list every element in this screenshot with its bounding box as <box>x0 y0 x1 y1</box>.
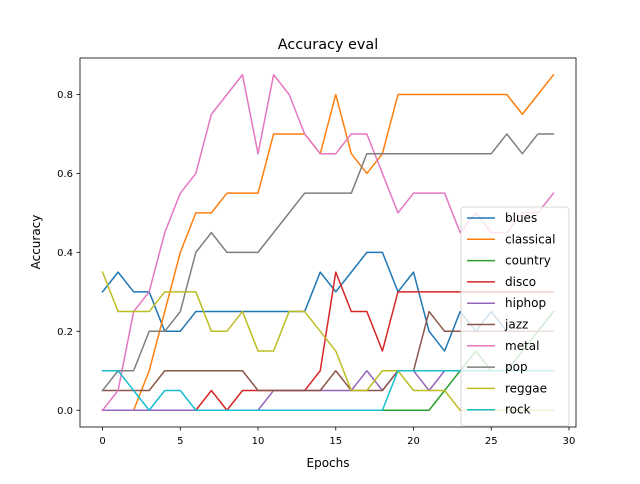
y-tick-label: 0.0 <box>57 406 73 417</box>
x-axis-label: Epochs <box>307 456 350 470</box>
legend-label-blues: blues <box>505 211 537 225</box>
x-tick-label: 0 <box>99 436 105 447</box>
legend-label-reggae: reggae <box>505 381 547 395</box>
x-tick-label: 25 <box>485 436 498 447</box>
legend-label-country: country <box>505 254 551 268</box>
series-line-pop <box>101 133 555 392</box>
x-tick-label: 5 <box>177 436 183 447</box>
legend: blues classical country disco hiphop jazz meta… <box>460 206 570 427</box>
y-axis-label: Accuracy <box>29 215 43 270</box>
chart-title: Accuracy eval <box>278 37 378 53</box>
x-tick-label: 30 <box>563 436 576 447</box>
legend-label-rock: rock <box>505 403 531 417</box>
y-tick-label: 0.4 <box>57 248 73 259</box>
legend-label-disco: disco <box>505 275 536 289</box>
y-tick-label: 0.6 <box>57 169 73 180</box>
legend-label-pop: pop <box>505 360 528 374</box>
x-tick-label: 15 <box>329 436 342 447</box>
legend-box <box>460 206 570 427</box>
axes-frame <box>79 57 577 428</box>
series-line-classical <box>101 73 555 411</box>
y-tick-label: 0.2 <box>57 327 73 338</box>
y-tick-label: 0.8 <box>57 90 73 101</box>
legend-label-jazz: jazz <box>504 318 528 332</box>
plot-area: 0 5 10 15 20 25 30 0.0 0.2 0.4 0.6 0.8 <box>57 57 577 447</box>
x-tick-label: 10 <box>252 436 265 447</box>
legend-label-classical: classical <box>505 232 555 246</box>
legend-label-hiphop: hiphop <box>505 296 546 310</box>
legend-label-metal: metal <box>505 339 539 353</box>
x-tick-label: 20 <box>407 436 420 447</box>
